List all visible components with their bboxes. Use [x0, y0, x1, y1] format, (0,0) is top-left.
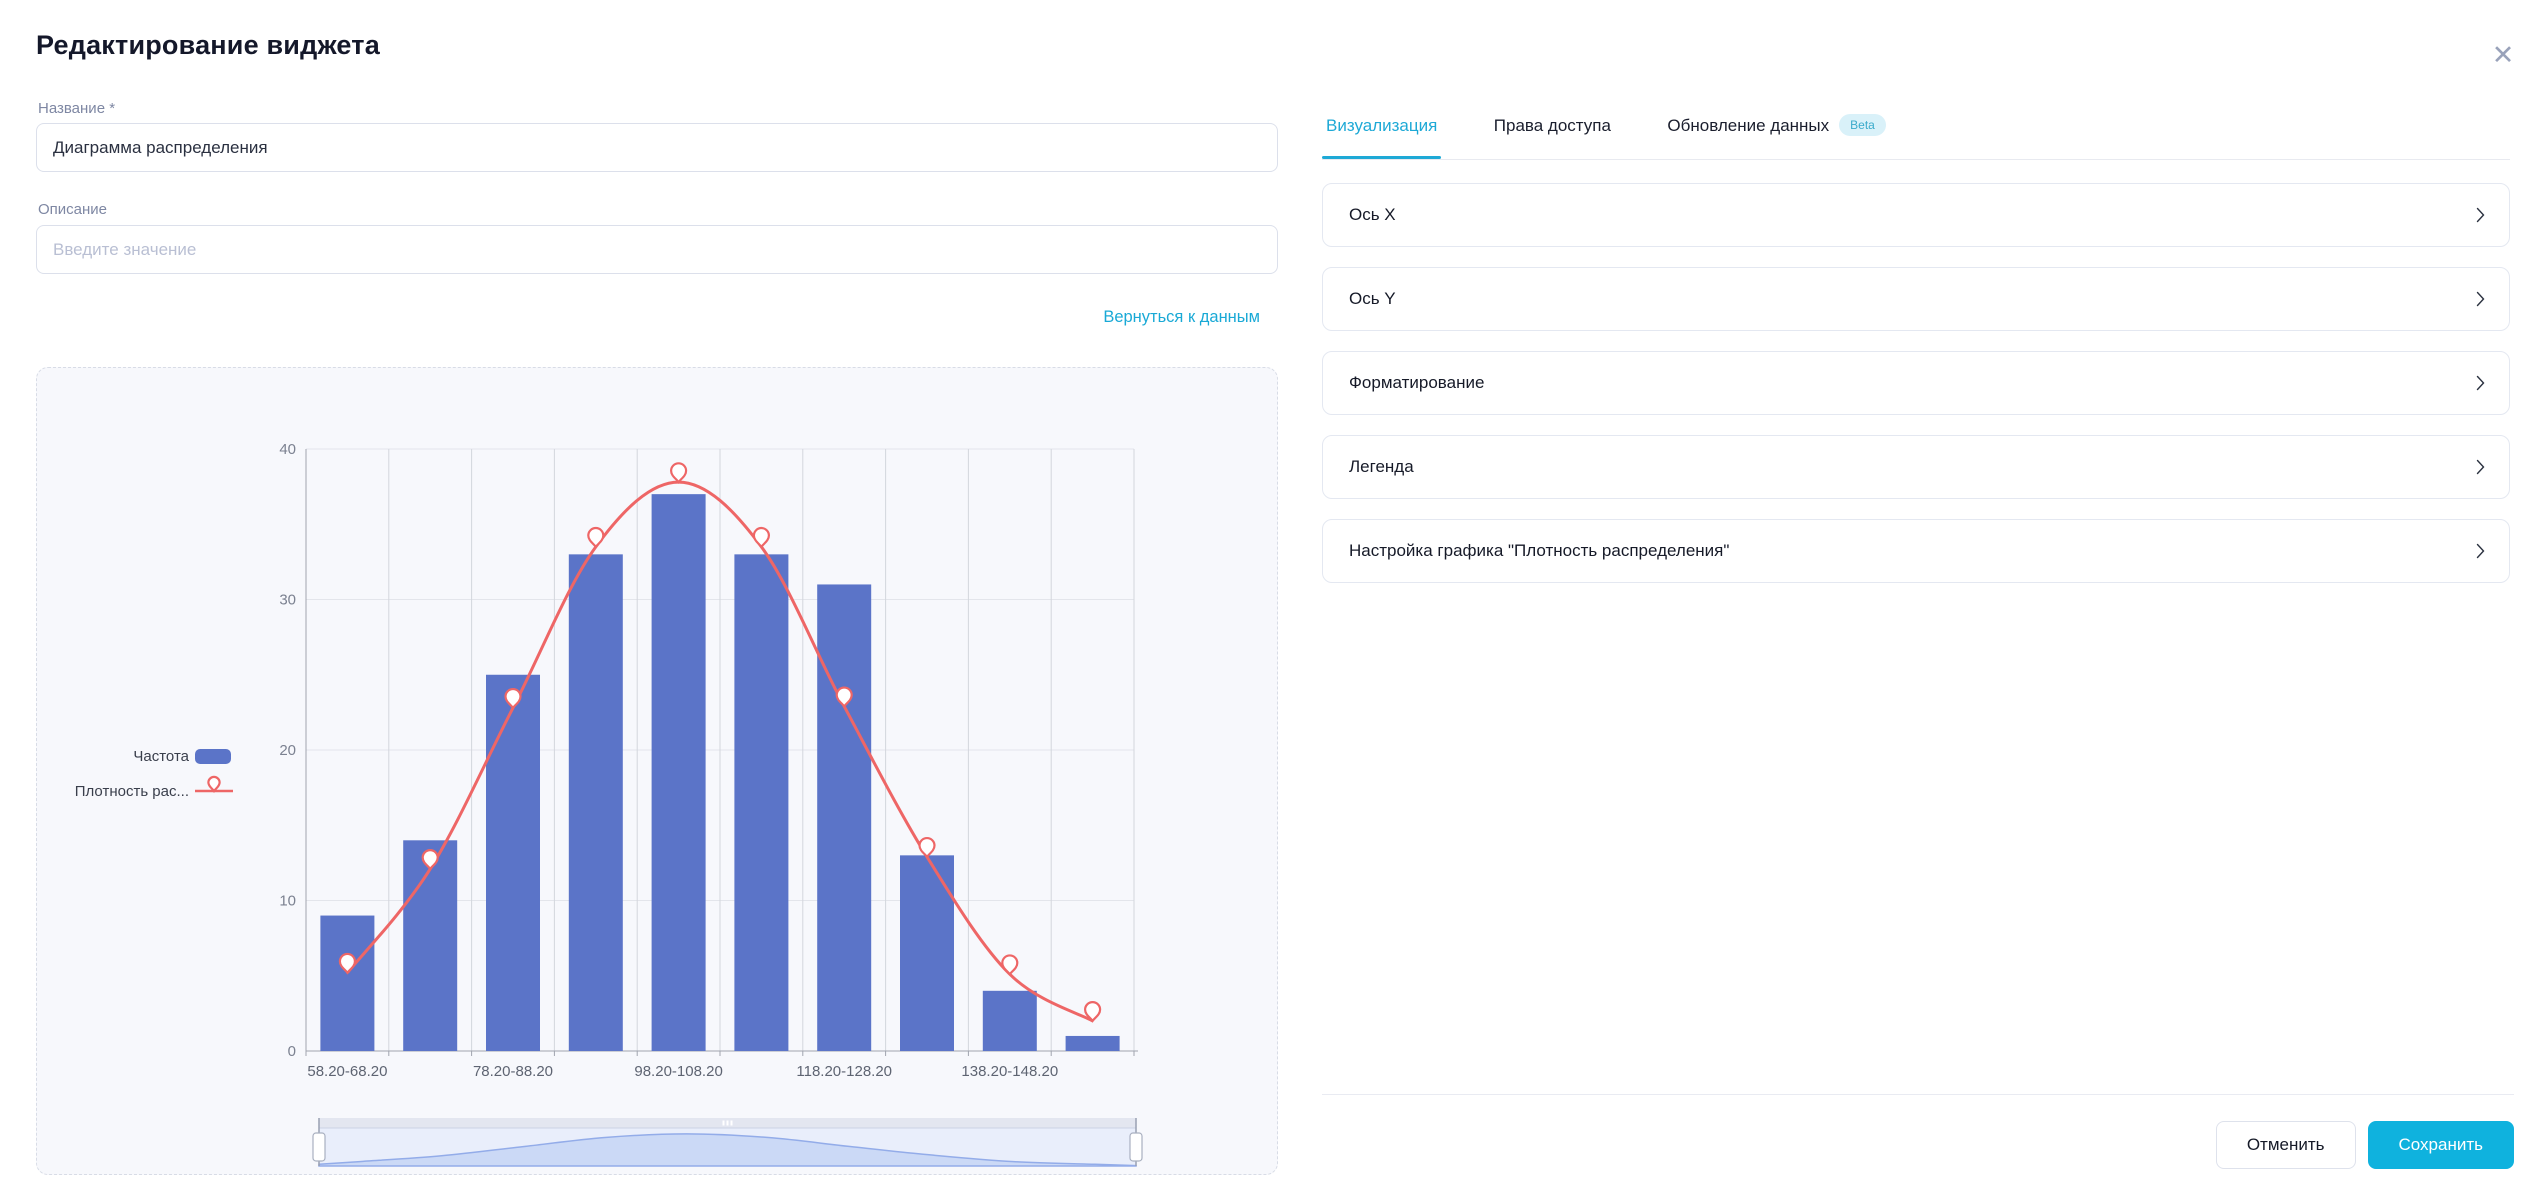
- tabs-bar: Визуализация Права доступа Обновление да…: [1322, 96, 2510, 160]
- svg-text:78.20-88.20: 78.20-88.20: [473, 1063, 553, 1080]
- datazoom-grip[interactable]: [722, 1120, 725, 1126]
- close-button[interactable]: ✕: [2486, 38, 2520, 72]
- datazoom-grip[interactable]: [730, 1120, 733, 1126]
- settings-column: Визуализация Права доступа Обновление да…: [1322, 96, 2510, 603]
- svg-text:138.20-148.20: 138.20-148.20: [961, 1063, 1058, 1080]
- svg-text:Частота: Частота: [133, 748, 189, 765]
- density-point-marker: [504, 688, 522, 710]
- accordion-axis-x[interactable]: Ось X: [1322, 183, 2510, 247]
- accordion-formatting[interactable]: Форматирование: [1322, 351, 2510, 415]
- bar: [651, 494, 706, 1051]
- chevron-right-icon: [2476, 375, 2485, 391]
- density-point-markers: [338, 462, 1102, 1023]
- density-point-marker: [918, 837, 936, 859]
- cancel-button[interactable]: Отменить: [2215, 1121, 2356, 1169]
- description-label: Описание: [38, 201, 108, 218]
- chart-panel: 0 10 20 30 40 58.20-68.20 78.20-88.20 98.20-108…: [36, 367, 1278, 1175]
- density-point-marker: [669, 462, 688, 485]
- settings-accordion: Ось X Ось Y Форматирование Легенда Настр…: [1322, 183, 2510, 583]
- density-point-marker: [421, 849, 439, 871]
- svg-text:98.20-108.20: 98.20-108.20: [634, 1063, 722, 1080]
- accordion-axis-y[interactable]: Ось Y: [1322, 267, 2510, 331]
- svg-text:0: 0: [288, 1043, 296, 1060]
- bar: [982, 990, 1037, 1051]
- density-point-marker: [1001, 954, 1019, 977]
- density-point-marker: [338, 952, 357, 975]
- bar: [320, 915, 375, 1051]
- accordion-legend[interactable]: Легенда: [1322, 435, 2510, 499]
- svg-text:20: 20: [279, 742, 296, 759]
- chevron-right-icon: [2476, 207, 2485, 223]
- bar: [568, 554, 623, 1051]
- svg-text:10: 10: [279, 893, 296, 910]
- close-icon: ✕: [2491, 40, 2515, 70]
- accordion-density-graph-settings[interactable]: Настройка графика "Плотность распределен…: [1322, 519, 2510, 583]
- description-input[interactable]: [36, 225, 1278, 274]
- bar-series-frequency: [320, 494, 1120, 1051]
- tab-access-rights[interactable]: Права доступа: [1493, 116, 1611, 135]
- modal-footer: Отменить Сохранить: [1322, 1094, 2514, 1169]
- page-title: Редактирование виджета: [36, 30, 380, 60]
- save-button[interactable]: Сохранить: [2367, 1121, 2514, 1169]
- bar: [817, 584, 872, 1051]
- density-point-marker: [587, 527, 605, 549]
- density-line-series: [346, 480, 1094, 1023]
- density-point-marker: [835, 686, 853, 709]
- datazoom-handle-right[interactable]: [1129, 1132, 1143, 1162]
- distribution-chart: 0 10 20 30 40 58.20-68.20 78.20-88.20 98.20-108…: [75, 441, 1143, 1167]
- datazoom-handle-left[interactable]: [312, 1132, 326, 1162]
- chart-legend: Частота Плотность рас...: [75, 748, 233, 800]
- bar: [1065, 1035, 1120, 1051]
- tab-data-refresh[interactable]: Обновление данных Beta: [1663, 96, 1889, 158]
- svg-text:58.20-68.20: 58.20-68.20: [307, 1063, 387, 1080]
- legend-swatch-frequency[interactable]: [195, 749, 231, 764]
- chevron-right-icon: [2476, 291, 2485, 307]
- chevron-right-icon: [2476, 543, 2485, 559]
- datazoom-grip[interactable]: [726, 1120, 729, 1126]
- bar: [403, 840, 458, 1051]
- density-point-marker: [207, 775, 221, 793]
- svg-text:Плотность рас...: Плотность рас...: [75, 783, 189, 800]
- bar: [734, 554, 789, 1051]
- back-to-data-link[interactable]: Вернуться к данным: [1103, 308, 1260, 326]
- chevron-right-icon: [2476, 459, 2485, 475]
- name-label: Название *: [38, 100, 116, 117]
- tab-visualization[interactable]: Визуализация: [1322, 98, 1442, 159]
- name-input[interactable]: [36, 123, 1278, 172]
- datazoom-slider[interactable]: [312, 1118, 1143, 1167]
- density-point-marker: [752, 527, 771, 549]
- beta-badge: Beta: [1839, 114, 1886, 136]
- svg-text:30: 30: [279, 592, 296, 609]
- density-point-marker: [1083, 1001, 1102, 1023]
- bar: [486, 674, 540, 1051]
- svg-text:40: 40: [279, 441, 296, 458]
- svg-text:118.20-128.20: 118.20-128.20: [796, 1063, 892, 1080]
